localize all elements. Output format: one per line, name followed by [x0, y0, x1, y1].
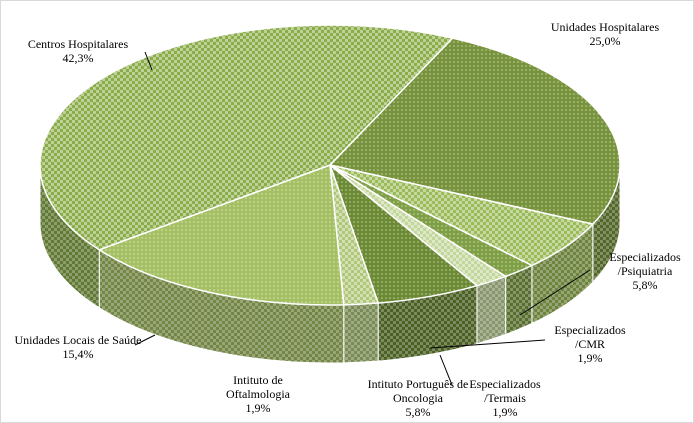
slice-side-pattern — [476, 276, 506, 344]
slice-side-pattern — [343, 303, 379, 363]
value-label: 1,9% — [245, 401, 271, 415]
category-name: Unidades Locais de Saúde — [14, 333, 142, 347]
value-label: 1,9% — [577, 351, 603, 365]
category-name: Centros Hospitalares — [27, 37, 129, 51]
slice-label: Especializados /CMR 1,9% — [540, 323, 640, 365]
slice-side-pattern — [505, 265, 532, 335]
value-label: 42,3% — [62, 51, 94, 65]
slice-label: Unidades Hospitalares 25,0% — [550, 20, 660, 48]
category-name: Intituto Português de Oncologia — [367, 377, 469, 405]
slice-label: Centros Hospitalares 42,3% — [3, 37, 153, 65]
slice-pattern — [99, 165, 344, 306]
value-label: 5,8% — [405, 405, 431, 419]
slice-pattern — [330, 165, 506, 286]
slice-label: Especializados /Termais 1,9% — [455, 377, 555, 419]
category-name: Especializados /Termais — [469, 377, 541, 405]
slice-pattern — [330, 165, 593, 266]
value-label: 5,8% — [632, 278, 658, 292]
category-name: Intituto de Oftalmologia — [226, 373, 290, 401]
category-name: Especializados /CMR — [554, 323, 626, 351]
value-label: 1,9% — [492, 405, 518, 419]
category-name: Especializados /Psiquiatria — [609, 250, 681, 278]
slice-label: Especializados /Psiquiatria 5,8% — [590, 250, 694, 292]
slice-side-pattern — [592, 165, 620, 283]
value-label: 15,4% — [62, 347, 94, 361]
value-label: 25,0% — [589, 34, 621, 48]
slice-pattern — [39, 24, 453, 250]
slice-side-pattern — [99, 249, 344, 363]
slice-pattern — [330, 165, 379, 305]
slice-side-pattern — [531, 224, 593, 324]
leader-lines — [134, 51, 591, 386]
slice-side-pattern — [40, 165, 100, 308]
slice-label: Intituto Português de Oncologia 5,8% — [348, 377, 488, 419]
slice-pattern — [330, 38, 620, 225]
slice-pattern — [330, 165, 532, 277]
slice-label: Unidades Locais de Saúde 15,4% — [8, 333, 148, 361]
slice-label: Intituto de Oftalmologia 1,9% — [208, 373, 308, 415]
category-name: Unidades Hospitalares — [550, 20, 660, 34]
slice-side-pattern — [378, 285, 477, 362]
